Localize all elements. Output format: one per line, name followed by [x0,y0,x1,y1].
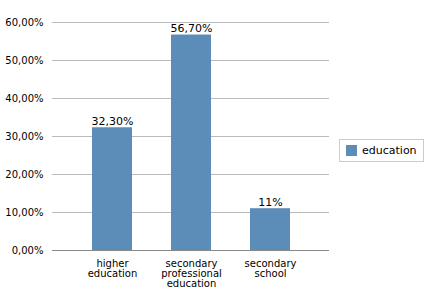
svg-text:highereducation: highereducation [88,258,138,279]
svg-text:secondaryschool: secondaryschool [245,258,297,279]
svg-text:60,00%: 60,00% [5,17,43,28]
svg-text:20,00%: 20,00% [5,169,43,180]
svg-text:40,00%: 40,00% [5,93,43,104]
svg-text:50,00%: 50,00% [5,55,43,66]
svg-text:10,00%: 10,00% [5,207,43,218]
svg-text:0,00%: 0,00% [12,245,44,256]
svg-text:56,70%: 56,70% [171,22,213,35]
svg-text:11%: 11% [258,196,282,209]
svg-text:32,30%: 32,30% [92,115,134,128]
html-text:education: education [362,143,417,157]
svg-text:30,00%: 30,00% [5,131,43,142]
svg-text:secondaryprofessionaleducation: secondaryprofessionaleducation [161,258,222,289]
